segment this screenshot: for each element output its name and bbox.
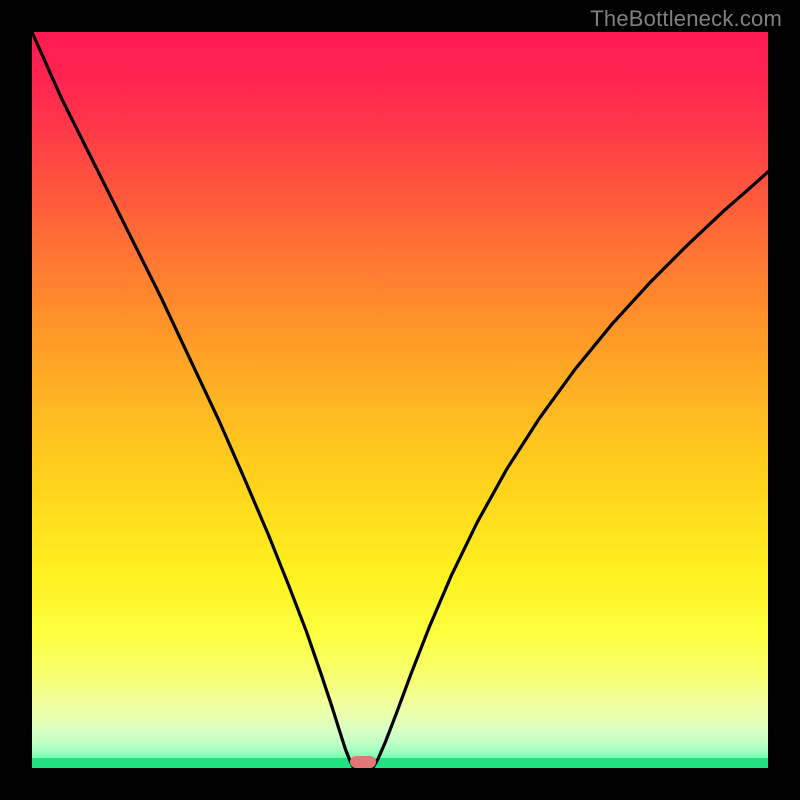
plot-area — [32, 32, 768, 768]
curve-right-branch — [373, 172, 768, 768]
curve-left-branch — [32, 32, 354, 768]
watermark-text: TheBottleneck.com — [590, 6, 782, 32]
minimum-marker — [350, 756, 376, 768]
bottleneck-curve — [32, 32, 768, 768]
chart-root: TheBottleneck.com — [0, 0, 800, 800]
